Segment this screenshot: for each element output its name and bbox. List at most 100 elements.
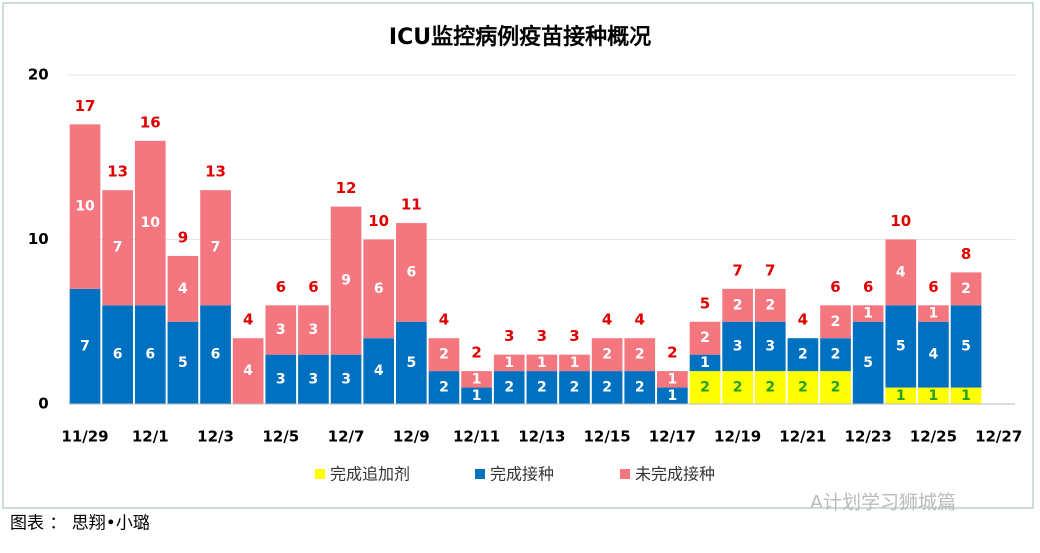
total-label: 3 <box>537 327 547 345</box>
bar-segment <box>624 371 656 404</box>
bar-segment <box>526 354 558 372</box>
total-label: 16 <box>140 113 161 131</box>
segment-label: 1 <box>472 371 482 387</box>
bar-segment <box>69 124 101 289</box>
x-tick-label: 12/9 <box>393 428 430 446</box>
total-label: 10 <box>368 212 389 230</box>
bar-segment <box>722 371 753 404</box>
segment-label: 1 <box>667 388 677 404</box>
segment-label: 1 <box>961 388 971 404</box>
bar-segment <box>330 206 362 355</box>
segment-label: 9 <box>341 273 351 289</box>
segment-label: 2 <box>733 297 743 313</box>
bar-segment <box>493 354 525 372</box>
total-label: 7 <box>732 261 742 279</box>
legend-label: 完成接种 <box>490 465 554 484</box>
bar-segment <box>754 371 786 404</box>
segment-label: 2 <box>570 380 580 396</box>
bar-segment <box>918 321 949 388</box>
bar-segment <box>918 387 949 404</box>
total-label: 13 <box>205 163 226 181</box>
segment-label: 6 <box>406 264 416 280</box>
x-tick-label: 12/19 <box>714 428 761 446</box>
bar-segment <box>559 354 590 372</box>
bar-segment <box>885 239 917 306</box>
segment-label: 2 <box>504 380 514 396</box>
total-label: 6 <box>928 278 938 296</box>
bar-segment <box>526 371 558 404</box>
total-label: 5 <box>700 294 710 312</box>
segment-label: 6 <box>145 347 155 363</box>
segment-label: 2 <box>798 347 808 363</box>
segment-label: 6 <box>374 281 384 297</box>
y-tick-label: 10 <box>28 230 49 248</box>
total-label: 6 <box>276 278 286 296</box>
x-tick-label: 12/23 <box>845 428 892 446</box>
legend-label: 完成追加剂 <box>330 465 410 484</box>
legend-swatch <box>315 469 325 479</box>
segment-label: 3 <box>341 371 351 387</box>
segment-label: 6 <box>211 347 221 363</box>
x-tick-label: 12/21 <box>779 428 826 446</box>
total-label: 4 <box>602 311 612 329</box>
total-label: 10 <box>890 212 911 230</box>
segment-label: 6 <box>113 347 123 363</box>
bar-segment <box>134 305 166 404</box>
segment-label: 2 <box>831 347 841 363</box>
bar-segment <box>820 305 851 339</box>
segment-label: 1 <box>700 355 710 371</box>
chart-title: ICU监控病例疫苗接种概况 <box>389 24 651 50</box>
segment-label: 2 <box>602 380 612 396</box>
bar-segment <box>200 190 231 306</box>
bar-segment <box>69 288 101 404</box>
segment-label: 1 <box>570 355 580 371</box>
segment-label: 4 <box>243 363 253 379</box>
segment-label: 2 <box>961 281 971 297</box>
bar-segment <box>200 305 231 404</box>
total-label: 2 <box>667 344 677 362</box>
bar-segment <box>461 371 492 388</box>
segment-label: 2 <box>700 380 710 396</box>
total-label: 3 <box>569 327 579 345</box>
total-label: 17 <box>75 97 96 115</box>
segment-label: 5 <box>896 338 906 354</box>
segment-label: 3 <box>309 371 319 387</box>
legend-swatch <box>475 469 485 479</box>
legend-label: 未完成接种 <box>635 465 715 484</box>
segment-label: 4 <box>929 347 939 363</box>
segment-label: 1 <box>537 355 547 371</box>
segment-label: 2 <box>439 347 449 363</box>
x-tick-label: 12/27 <box>975 428 1022 446</box>
bar-segment <box>102 190 133 306</box>
total-label: 6 <box>863 278 873 296</box>
watermark: A计划学习狮城篇 <box>810 492 956 514</box>
bar-segment <box>820 338 851 372</box>
bar-segment <box>689 371 721 404</box>
bar-segment <box>102 305 133 404</box>
segment-label: 4 <box>896 264 906 280</box>
segment-label: 4 <box>374 363 384 379</box>
segment-label: 1 <box>472 388 482 404</box>
bar-segment <box>657 387 688 404</box>
bar-segment <box>298 305 329 355</box>
bar-segment <box>330 354 362 404</box>
bar-segment <box>787 371 819 404</box>
bar-segment <box>395 321 427 404</box>
bar-segment <box>754 321 786 372</box>
segment-label: 2 <box>765 297 775 313</box>
bar-segment <box>852 321 884 404</box>
bar-segment <box>689 354 721 372</box>
bar-segment <box>428 338 460 372</box>
segment-label: 2 <box>798 380 808 396</box>
bar-segment <box>885 305 917 388</box>
x-tick-label: 12/15 <box>583 428 630 446</box>
total-label: 6 <box>830 278 840 296</box>
total-label: 11 <box>401 196 422 214</box>
bar-segment <box>722 288 753 322</box>
segment-label: 2 <box>439 380 449 396</box>
bar-segment <box>754 288 786 322</box>
segment-label: 2 <box>537 380 547 396</box>
bar-segment <box>363 338 395 404</box>
segment-label: 2 <box>831 314 841 330</box>
